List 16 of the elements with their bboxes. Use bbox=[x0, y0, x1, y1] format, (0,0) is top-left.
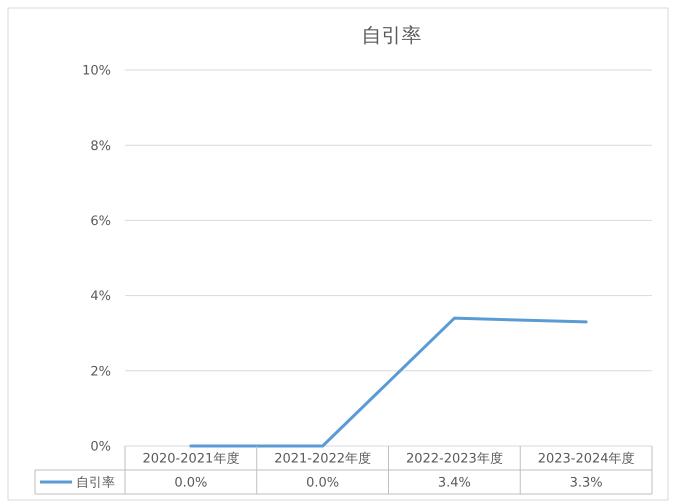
x-tick-label: 2022-2023年度 bbox=[406, 450, 503, 467]
y-tick-label: 8% bbox=[90, 138, 111, 154]
chart-title: 自引率 bbox=[362, 23, 422, 47]
y-tick-label: 10% bbox=[82, 64, 111, 79]
data-label: 3.3% bbox=[570, 476, 603, 491]
x-tick-label: 2023-2024年度 bbox=[538, 450, 635, 467]
y-tick-label: 6% bbox=[90, 214, 111, 229]
y-tick-label: 0% bbox=[90, 440, 111, 455]
x-tick-label: 2021-2022年度 bbox=[274, 450, 372, 467]
y-tick-label: 4% bbox=[90, 289, 111, 304]
x-tick-label: 2020-2021年度 bbox=[142, 450, 240, 467]
legend-label: 自引率 bbox=[76, 474, 115, 491]
y-tick-label: 2% bbox=[90, 364, 111, 380]
data-label: 0.0% bbox=[306, 476, 340, 491]
data-label: 0.0% bbox=[174, 476, 208, 491]
data-label: 3.4% bbox=[438, 476, 471, 491]
